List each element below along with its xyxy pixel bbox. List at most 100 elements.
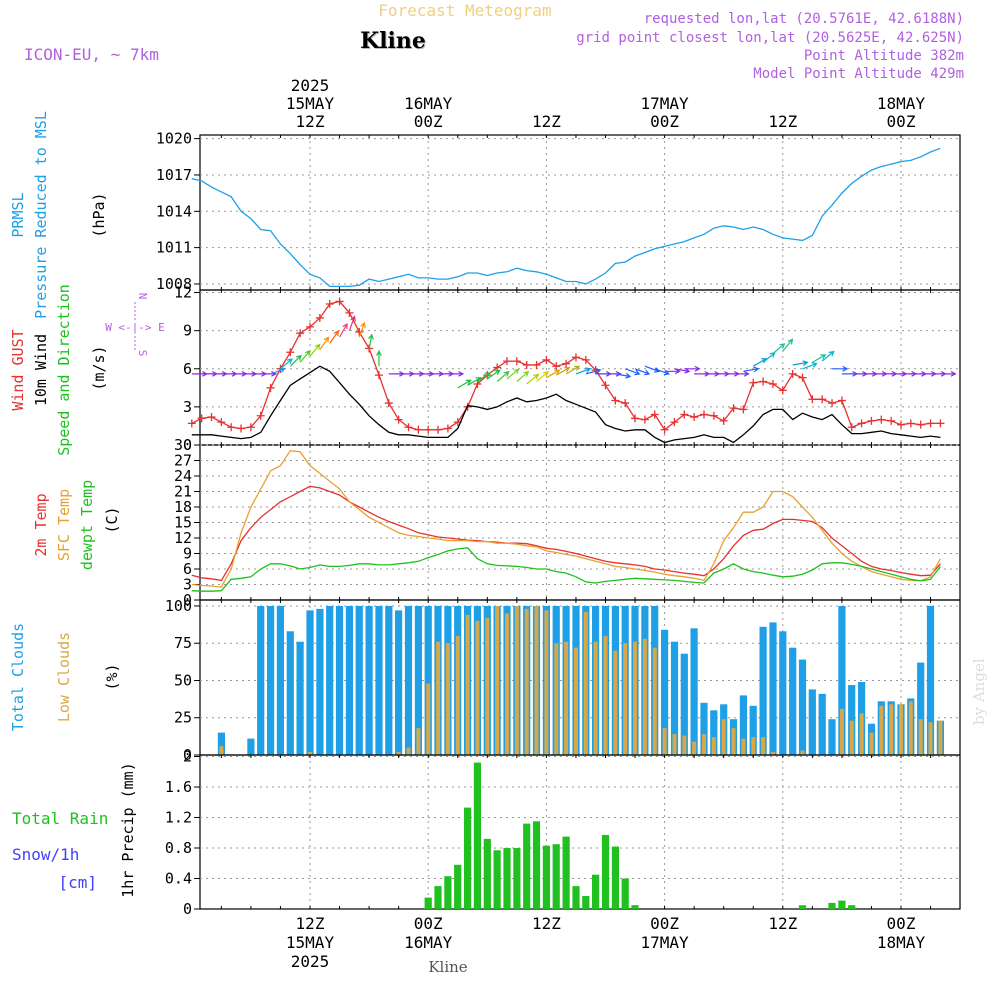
gust-point <box>778 386 787 395</box>
wind-direction-arrow <box>743 366 760 373</box>
precip-bar <box>493 850 501 909</box>
gust-point <box>690 413 699 422</box>
wind-direction-arrow <box>526 373 540 385</box>
precip-ytick-label: 2 <box>183 748 192 766</box>
temp-label-1: 2m Temp <box>32 493 50 556</box>
wind-direction-arrow <box>329 330 340 344</box>
clouds-bar <box>385 606 393 755</box>
precip-label-3: [cm] <box>58 873 97 892</box>
clouds-bar <box>593 641 598 755</box>
clouds-bar <box>395 610 403 755</box>
clouds-bar <box>652 647 657 755</box>
gust-point <box>503 357 511 366</box>
clouds-bar <box>908 701 913 755</box>
clouds-bar <box>761 737 766 755</box>
clouds-bar <box>889 704 894 755</box>
gust-point <box>916 420 925 429</box>
pressure-ytick-label: 1020 <box>156 130 192 148</box>
clouds-unit: (%) <box>103 663 121 690</box>
gust-point <box>562 359 571 368</box>
gust-point <box>749 378 758 387</box>
clouds-bar <box>721 719 726 755</box>
gust-point <box>512 357 521 366</box>
precip-bar <box>621 878 629 909</box>
precip-bar <box>592 874 600 909</box>
bottom-time-label: 12Z <box>296 914 325 933</box>
temp-label-3: dewpt Temp <box>78 480 96 570</box>
wind-direction-arrow <box>812 354 827 363</box>
precip-ytick-label: 0 <box>183 900 192 918</box>
gust-point <box>936 419 945 428</box>
gust-point <box>759 377 768 386</box>
wind-direction-arrow <box>733 370 750 377</box>
wind-unit: (m/s) <box>90 345 108 390</box>
gust-point <box>611 396 620 405</box>
clouds-bar <box>869 732 874 755</box>
gust-point <box>296 329 305 338</box>
gust-point <box>847 423 856 432</box>
clouds-bar <box>662 728 667 755</box>
wind-direction-arrow <box>299 349 311 363</box>
clouds-bar <box>276 606 284 755</box>
gust-point <box>670 418 679 427</box>
temp-ytick-label: 21 <box>174 483 192 501</box>
clouds-bar <box>789 647 797 755</box>
clouds-bar <box>247 738 255 755</box>
model-label: ICON-EU, ~ 7km <box>24 45 159 64</box>
temp-series-line <box>191 547 941 592</box>
wind-direction-arrow <box>615 372 632 379</box>
gust-point <box>306 322 314 331</box>
clouds-bar <box>583 611 588 755</box>
gust-point <box>197 414 206 423</box>
clouds-bar <box>257 606 265 755</box>
temp-ytick-label: 12 <box>174 529 192 547</box>
wind-direction-arrow <box>339 322 348 338</box>
temp-ytick-label: 27 <box>174 452 192 470</box>
wind-ytick-label: 12 <box>174 284 192 302</box>
precip-bar <box>552 844 560 909</box>
gust-point <box>709 411 718 420</box>
clouds-bar <box>335 606 344 755</box>
wind-direction-arrow <box>319 336 330 351</box>
point-altitude: Point Altitude 382m <box>804 48 964 64</box>
wind-direction-arrow <box>309 343 321 357</box>
clouds-bar <box>800 750 805 755</box>
clouds-bar <box>475 620 480 755</box>
temp-series-line <box>191 450 941 588</box>
clouds-bar <box>711 737 716 755</box>
top-time-label: 12Z <box>532 112 561 131</box>
clouds-bar <box>670 641 679 755</box>
clouds-bar <box>928 722 933 755</box>
clouds-bar <box>682 735 687 755</box>
bottom-time-label: 00Z <box>414 914 443 933</box>
clouds-ytick-label: 75 <box>174 634 192 652</box>
bottom-time-label: 16MAY <box>404 933 453 952</box>
clouds-bar <box>267 606 275 755</box>
clouds-bar <box>574 647 578 755</box>
wind-direction-arrow <box>832 365 849 372</box>
grid-point-coords: grid point closest lon,lat (20.5625E, 42… <box>576 30 964 46</box>
top-time-label: 00Z <box>650 112 679 131</box>
precip-ytick-label: 0.4 <box>165 870 192 888</box>
gust-point <box>266 383 275 392</box>
clouds-bar <box>406 747 411 755</box>
precip-bar <box>798 905 807 909</box>
pressure-unit: (hPa) <box>90 192 108 237</box>
clouds-bar <box>779 631 787 755</box>
clouds-bar <box>808 689 816 755</box>
clouds-bar <box>603 635 608 755</box>
gust-point <box>857 419 866 428</box>
wind-label-3: Speed and Direction <box>55 284 73 456</box>
clouds-bar <box>917 662 925 755</box>
gust-point <box>621 399 630 408</box>
pressure-label-2: Pressure Reduced to MSL <box>32 111 50 319</box>
clouds-bar <box>396 752 401 755</box>
wind-direction-arrow <box>644 365 661 373</box>
top-time-label: 12Z <box>768 112 797 131</box>
clouds-bar <box>219 746 224 755</box>
clouds-bar <box>564 641 569 755</box>
clouds-bar <box>495 606 500 755</box>
clouds-bar <box>485 617 490 755</box>
